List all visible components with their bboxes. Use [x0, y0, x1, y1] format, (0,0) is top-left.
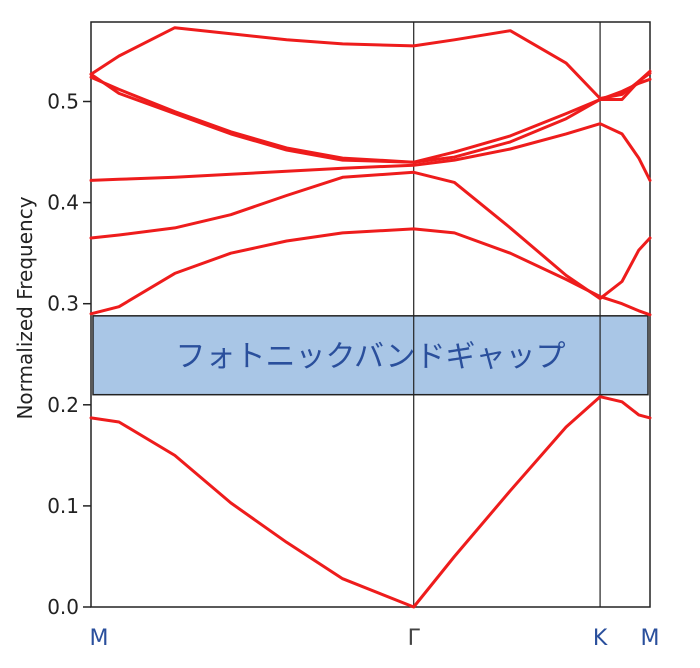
k-point-label: M — [641, 626, 660, 651]
band-1 — [89, 395, 652, 609]
y-tick-label: 0.2 — [47, 393, 79, 417]
band-7 — [89, 26, 652, 100]
y-tick-label: 0.0 — [47, 595, 79, 619]
bandgap-box — [92, 315, 649, 396]
band-4 — [89, 122, 652, 182]
band-5 — [89, 75, 652, 164]
band-6 — [89, 69, 652, 164]
plot-frame — [90, 21, 651, 608]
k-point-label: Γ — [408, 626, 421, 651]
y-tick-label: 0.1 — [47, 494, 79, 518]
y-tick-label: 0.4 — [47, 191, 79, 215]
k-point-label: M — [90, 626, 109, 651]
k-point-label: K — [593, 626, 608, 651]
band-3 — [89, 170, 652, 301]
y-axis-label: Normalized Frequency — [13, 196, 37, 419]
y-tick-label: 0.3 — [47, 292, 79, 316]
y-tick-label: 0.5 — [47, 90, 79, 114]
band-2 — [89, 227, 652, 317]
bandgap-label: フォトニックバンドギャップ — [176, 339, 566, 374]
